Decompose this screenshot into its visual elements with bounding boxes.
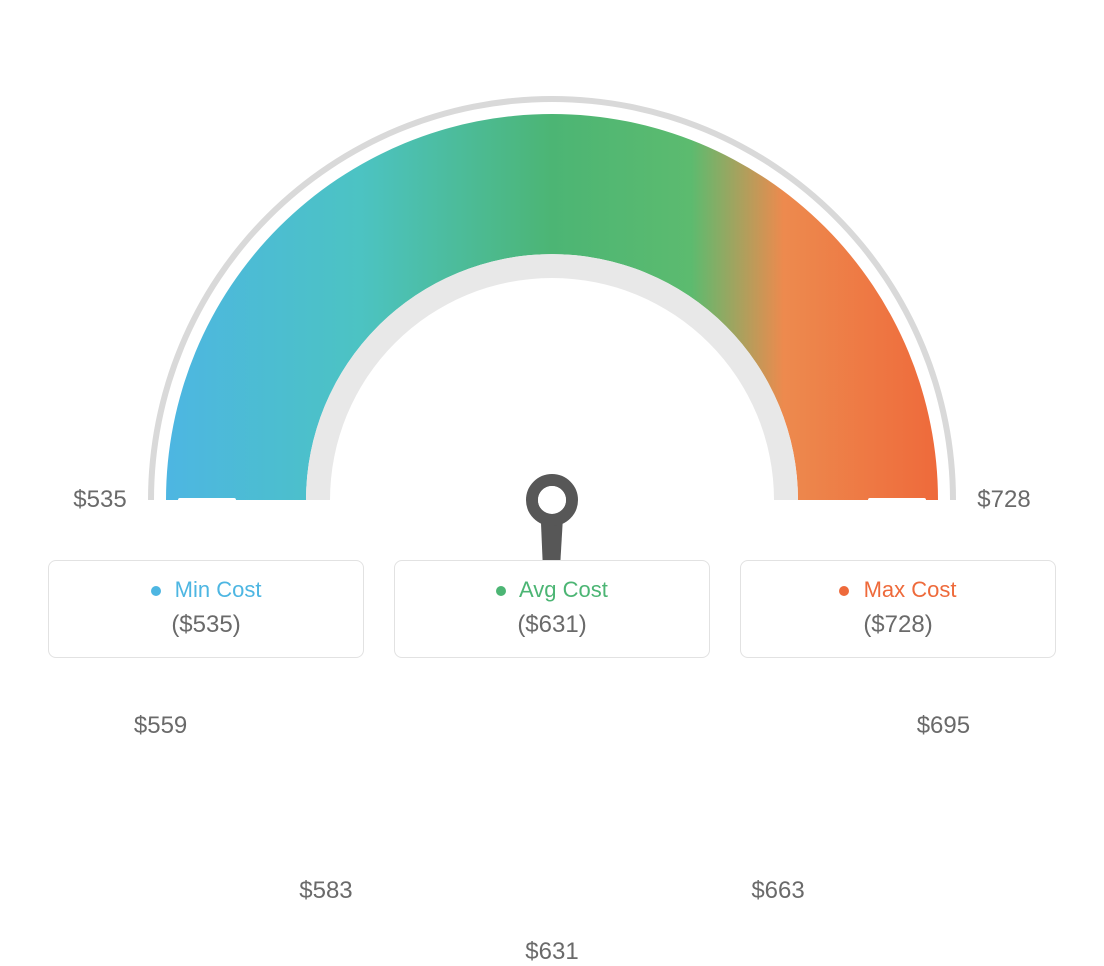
card-avg-cost: Avg Cost ($631): [394, 560, 710, 658]
card-min-value: ($535): [59, 611, 353, 639]
gauge-color-band: [166, 114, 938, 500]
card-max-title-row: Max Cost: [751, 577, 1045, 603]
dot-avg-icon: [496, 586, 506, 596]
dot-max-icon: [839, 586, 849, 596]
card-avg-title: Avg Cost: [519, 577, 608, 602]
gauge-tick-label: $583: [299, 877, 352, 905]
gauge-tick-label: $695: [917, 712, 970, 740]
card-max-value: ($728): [751, 611, 1045, 639]
card-avg-title-row: Avg Cost: [405, 577, 699, 603]
gauge-needle-ring-fill: [538, 486, 566, 514]
dot-min-icon: [151, 586, 161, 596]
gauge-tick-label: $728: [977, 486, 1030, 514]
card-min-cost: Min Cost ($535): [48, 560, 364, 658]
card-max-cost: Max Cost ($728): [740, 560, 1056, 658]
gauge-chart: $535$559$583$631$663$695$728: [0, 0, 1104, 560]
gauge-tick-label: $663: [751, 877, 804, 905]
gauge-tick-label: $559: [134, 712, 187, 740]
card-min-title: Min Cost: [175, 577, 262, 602]
card-max-title: Max Cost: [864, 577, 957, 602]
card-avg-value: ($631): [405, 611, 699, 639]
gauge-svg: [0, 0, 1104, 560]
card-min-title-row: Min Cost: [59, 577, 353, 603]
legend-row: Min Cost ($535) Avg Cost ($631) Max Cost…: [0, 560, 1104, 658]
gauge-tick-label: $631: [525, 938, 578, 966]
gauge-tick-label: $535: [73, 486, 126, 514]
